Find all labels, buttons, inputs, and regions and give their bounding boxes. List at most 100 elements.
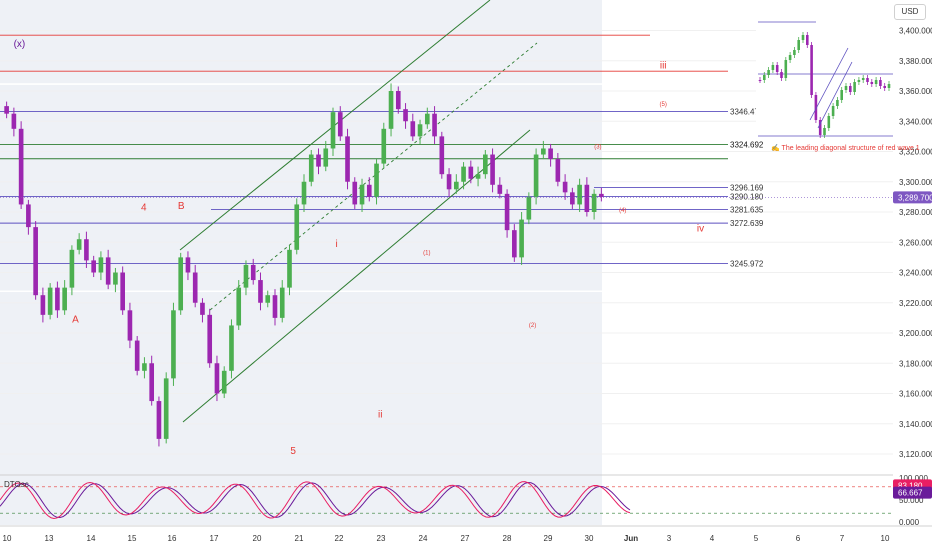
candle-body [243,264,249,288]
price-level-label: 3290.180 [730,193,764,202]
candle-body [149,363,155,402]
price-axis[interactable]: 3,400.000 3,380.000 3,360.000 3,340.000 3,32… [893,0,932,550]
candle-body [541,148,546,155]
candle-body [345,136,350,182]
price-tick-label: 3,260.000 [899,238,932,247]
candle-body [497,184,503,194]
inset-candle [793,50,796,55]
time-tick-label: 21 [295,534,304,543]
candle-body [381,128,387,164]
wave-sublabel: (2) [529,323,536,329]
inset-candle [780,72,783,78]
candle-body [76,239,82,250]
price-tick-label: 3,220.000 [899,299,932,308]
candle-body [142,363,147,371]
price-tick-label: 3,200.000 [899,329,932,338]
inset-candle [818,120,822,135]
candle-body [221,370,227,394]
candle-body [577,184,582,205]
inset-note: ✍ The leading diagonal structure of red … [771,144,920,152]
wave-sublabel: (1) [423,250,430,256]
osc-signal-line [0,481,631,519]
wave-sublabel: (4) [619,208,626,214]
wave-label: B [178,201,185,212]
time-tick-label: 10 [3,534,12,543]
candle-body [120,272,125,311]
inset-candle [784,60,788,78]
inset-candle [849,86,852,92]
candle-body [403,109,408,122]
time-tick-label: 3 [667,534,672,543]
candle-body [272,295,278,318]
time-tick-label: 22 [335,534,344,543]
candlestick-series [0,83,893,447]
currency-button[interactable]: USD [894,4,926,20]
time-tick-label: Jun [624,534,638,543]
inset-candle [831,106,835,116]
candle-body [279,287,285,318]
inset-candle [887,84,891,88]
candle-body [374,163,379,197]
price-badge-label: 83.180 [898,481,923,490]
time-tick-label: 24 [419,534,428,543]
candle-body [512,230,517,258]
osc-tick-label: 100.000 [899,474,928,483]
inset-candle [857,80,861,82]
inset-background [756,10,893,140]
time-tick-label: 15 [128,534,137,543]
inset-candle [853,82,856,92]
candle-body [156,401,162,439]
candle-body [171,310,176,379]
inset-candle [870,82,874,84]
time-axis[interactable]: 10 13 14 15 16 17 20 21 22 23 24 27 28 29 30 Jun 3 4 5 6 7 10 [0,525,932,543]
osc-tick-label: 50.000 [899,496,924,505]
time-tick-label: 6 [796,534,801,543]
candle-body [11,113,17,129]
candle-body [178,257,184,311]
candle-body [4,106,9,114]
price-badge-label: 66.667 [898,489,923,498]
candle-body [570,192,575,205]
osc-main-line [0,481,631,519]
candle-body [555,159,561,182]
candle-body [265,295,271,303]
candle-body [475,174,481,179]
candle-body [388,91,394,129]
price-badge [893,191,932,204]
price-tick-label: 3,280.000 [899,208,932,217]
candle-body [439,136,445,175]
price-axis-background [893,0,932,550]
time-tick-label: 13 [45,534,54,543]
time-tick-label: 4 [710,534,715,543]
candle-body [562,181,568,193]
price-tick-label: 3,320.000 [899,148,932,157]
candle-body [453,181,459,190]
candle-body [69,249,75,288]
candle-body [84,239,89,261]
time-tick-label: 5 [754,534,759,543]
inset-candle [775,65,779,72]
candle-body [287,249,292,288]
inset-wedge [809,47,849,121]
inset-candle [836,100,839,106]
note-icon: ✍ [771,145,782,152]
price-tick-label: 3,240.000 [899,269,932,278]
time-tick-label: 28 [503,534,512,543]
inset-candle [840,90,843,100]
candle-body [417,124,423,137]
inset-note-text: The leading diagonal structure of red wa… [781,145,920,152]
price-tick-label: 3,160.000 [899,390,932,399]
candle-body [468,166,474,179]
inset-candle [806,35,809,45]
currency-label: USD [901,7,919,16]
inset-candle [874,80,878,84]
price-level-label: 3245.972 [730,259,764,268]
price-tick-label: 3,180.000 [899,359,932,368]
candle-body [214,363,220,394]
candle-body [461,166,466,182]
inset-candle [844,86,848,90]
time-tick-label: 20 [253,534,262,543]
